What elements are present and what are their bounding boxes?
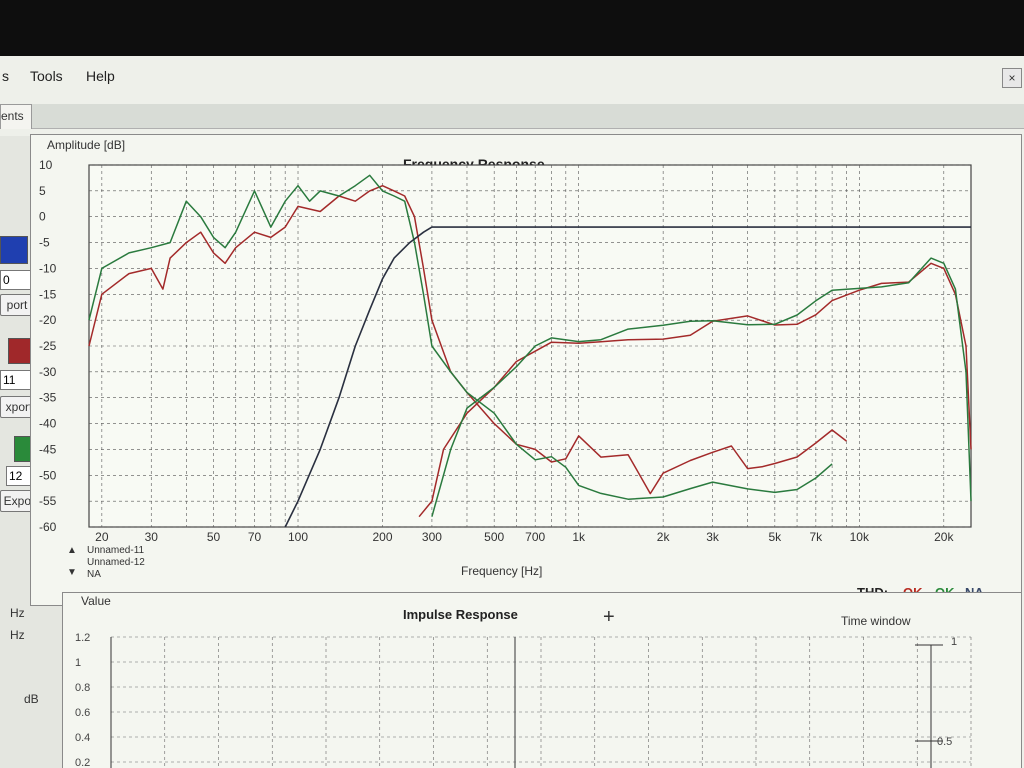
x-tick-label: 100 [288, 530, 308, 544]
y-tick-label: 10 [39, 158, 53, 172]
impulse-y-tick: 0.6 [75, 707, 90, 719]
unit-label-db: dB [24, 692, 39, 706]
x-tick-label: 5k [768, 530, 782, 544]
x-tick-label: 1k [572, 530, 586, 544]
menu-item-help[interactable]: Help [86, 68, 115, 84]
x-tick-label: 10k [850, 530, 870, 544]
y-axis-header: Amplitude [dB] [47, 138, 125, 152]
legend-item-2: Unnamed-12 [87, 557, 145, 568]
x-tick-label: 700 [525, 530, 545, 544]
impulse-y-tick: 0.8 [75, 682, 90, 694]
unit-label-hz-1: Hz [10, 606, 25, 620]
y-tick-label: -35 [39, 391, 57, 405]
spin-input-1[interactable]: 0 [0, 270, 32, 290]
x-tick-label: 70 [248, 530, 262, 544]
y-tick-label: 0 [39, 210, 46, 224]
color-swatch-blue[interactable] [0, 236, 28, 264]
y-tick-label: -5 [39, 236, 50, 250]
impulse-y-tick: 0.4 [75, 732, 90, 744]
y-tick-label: -10 [39, 261, 57, 275]
menu-bar: s Tools Help [0, 66, 1000, 90]
unit-label-hz-2: Hz [10, 628, 25, 642]
y-tick-label: -45 [39, 442, 57, 456]
time-window-tick-label-1: 1 [951, 636, 957, 648]
close-icon[interactable]: × [1002, 68, 1022, 88]
x-axis-title: Frequency [Hz] [461, 564, 542, 578]
menu-item-partial[interactable]: s [2, 68, 9, 84]
y-tick-label: -15 [39, 287, 57, 301]
impulse-plot-area: 1.2 1 0.8 0.6 0.4 0.2 1 0.5 [75, 632, 972, 768]
y-tick-label: -20 [39, 313, 57, 327]
x-tick-label: 20k [934, 530, 954, 544]
impulse-title: Impulse Response [403, 607, 518, 622]
impulse-response-chart[interactable]: Value Impulse Response Time window + 1.2… [63, 593, 1021, 768]
legend-item-1: Unnamed-11 [87, 545, 145, 556]
impulse-y-tick: 0.2 [75, 757, 90, 768]
impulse-response-panel: Value Impulse Response Time window + 1.2… [62, 592, 1022, 768]
legend-item-3: NA [87, 569, 101, 580]
frequency-response-chart[interactable]: Amplitude [dB] Frequency Response Freque… [31, 135, 1021, 605]
x-tick-label: 3k [706, 530, 720, 544]
x-tick-label: 300 [422, 530, 442, 544]
time-window-label: Time window [841, 614, 911, 628]
app-window: s Tools Help × ents 0 port 11 xport 12 E… [0, 56, 1024, 768]
series-line-4 [431, 257, 972, 517]
x-tick-label: 2k [657, 530, 671, 544]
y-tick-label: 5 [39, 184, 46, 198]
time-window-tick-label-2: 0.5 [937, 736, 952, 748]
series-line-5 [284, 226, 971, 528]
impulse-y-tick: 1 [75, 657, 81, 669]
menu-item-tools[interactable]: Tools [30, 68, 63, 84]
y-tick-label: -60 [39, 520, 57, 534]
legend: ▲ ▼ Unnamed-11 Unnamed-12 NA [67, 545, 145, 580]
frequency-response-panel: Amplitude [dB] Frequency Response Freque… [30, 134, 1022, 606]
svg-text:▼: ▼ [67, 567, 77, 578]
y-tick-label: -25 [39, 339, 57, 353]
y-tick-label: -40 [39, 417, 57, 431]
x-tick-label: 30 [145, 530, 159, 544]
x-tick-label: 7k [809, 530, 823, 544]
crosshair-icon: + [603, 606, 615, 628]
x-tick-label: 500 [484, 530, 504, 544]
export-button-2[interactable]: xport [0, 396, 38, 418]
x-tick-label: 200 [372, 530, 392, 544]
plot-area: 1050-5-10-15-20-25-30-35-40-45-50-55-602… [39, 158, 972, 544]
series-line-3 [88, 174, 833, 500]
export-button-1[interactable]: port [0, 294, 34, 316]
series-line-1 [88, 184, 847, 495]
impulse-y-header: Value [81, 594, 111, 608]
x-tick-label: 20 [95, 530, 109, 544]
x-tick-label: 50 [207, 530, 221, 544]
y-tick-label: -30 [39, 365, 57, 379]
svg-text:▲: ▲ [67, 545, 77, 556]
y-tick-label: -55 [39, 494, 57, 508]
tab-measurements[interactable]: ents [0, 104, 32, 129]
impulse-y-tick: 1.2 [75, 632, 90, 644]
tab-strip: ents [0, 104, 1024, 129]
y-tick-label: -50 [39, 468, 57, 482]
